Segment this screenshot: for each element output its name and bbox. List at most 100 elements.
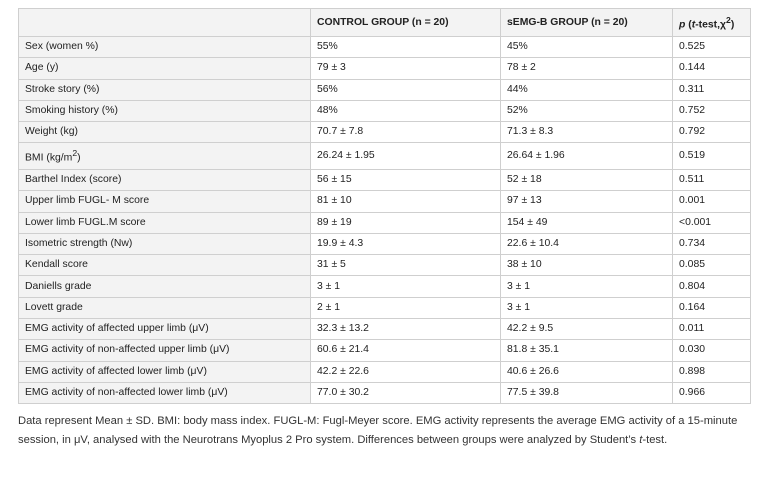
p-value: 0.966 — [672, 381, 751, 405]
p-value: 0.011 — [672, 318, 751, 341]
header-control-group: CONTROL GROUP (n = 20) — [310, 8, 501, 37]
row-label: EMG activity of non-affected upper limb … — [18, 339, 311, 362]
control-value: 55% — [310, 35, 501, 59]
control-value: 31 ± 5 — [310, 254, 501, 277]
header-p-t: t — [691, 19, 696, 31]
semg-value: 78 ± 2 — [500, 57, 673, 80]
control-value: 81 ± 10 — [310, 190, 501, 213]
table-row: Barthel Index (score) 56 ± 15 52 ± 18 0.… — [18, 168, 751, 192]
control-value: 77.0 ± 30.2 — [310, 381, 501, 405]
row-label: Kendall score — [18, 254, 311, 277]
row-label: Smoking history (%) — [18, 99, 311, 123]
header-row: CONTROL GROUP (n = 20) sEMG-B GROUP (n =… — [18, 8, 751, 37]
table-row: EMG activity of affected lower limb (μV)… — [18, 360, 751, 383]
header-semg-group: sEMG-B GROUP (n = 20) — [500, 8, 673, 37]
p-value: <0.001 — [672, 211, 751, 234]
header-blank-cell — [18, 8, 311, 37]
table-row: EMG activity of non-affected upper limb … — [18, 339, 751, 362]
control-value: 48% — [310, 99, 501, 123]
table-row: Smoking history (%) 48% 52% 0.752 — [18, 99, 751, 123]
control-value: 26.24 ± 1.95 — [310, 142, 501, 170]
table-row: Sex (women %) 55% 45% 0.525 — [18, 35, 751, 59]
header-p-close: ) — [730, 19, 735, 31]
table-row: BMI (kg/m2) 26.24 ± 1.95 26.64 ± 1.96 0.… — [18, 142, 751, 170]
control-value: 3 ± 1 — [310, 275, 501, 298]
header-p-symbol: p — [679, 19, 686, 31]
table-row: Upper limb FUGL- M score 81 ± 10 97 ± 13… — [18, 190, 751, 213]
p-value: 0.030 — [672, 339, 751, 362]
p-value: 0.001 — [672, 190, 751, 213]
row-label: Barthel Index (score) — [18, 168, 311, 192]
p-value: 0.804 — [672, 275, 751, 298]
p-value: 0.792 — [672, 121, 751, 144]
p-value: 0.085 — [672, 254, 751, 277]
row-label: EMG activity of affected lower limb (μV) — [18, 360, 311, 383]
semg-value: 38 ± 10 — [500, 254, 673, 277]
caption-end: -test. — [642, 434, 668, 446]
header-p-sup: 2 — [726, 14, 731, 25]
p-value: 0.164 — [672, 296, 751, 320]
semg-value: 44% — [500, 78, 673, 101]
table-row: Isometric strength (Nw) 19.9 ± 4.3 22.6 … — [18, 232, 751, 256]
bmi-label-sup: 2 — [72, 148, 78, 159]
semg-value: 154 ± 49 — [500, 211, 673, 234]
row-label: BMI (kg/m2) — [18, 142, 311, 170]
semg-value: 3 ± 1 — [500, 275, 673, 298]
bmi-label-close: ) — [77, 152, 81, 164]
table-row: Kendall score 31 ± 5 38 ± 10 0.085 — [18, 254, 751, 277]
semg-value: 22.6 ± 10.4 — [500, 232, 673, 256]
caption-main: Data represent Mean ± SD. BMI: body mass… — [18, 415, 738, 446]
control-value: 56% — [310, 78, 501, 101]
semg-value: 40.6 ± 26.6 — [500, 360, 673, 383]
table-row: EMG activity of non-affected lower limb … — [18, 381, 751, 405]
control-value: 89 ± 19 — [310, 211, 501, 234]
semg-value: 81.8 ± 35.1 — [500, 339, 673, 362]
row-label: Daniells grade — [18, 275, 311, 298]
caption-text: Data represent Mean ± SD. BMI: body mass… — [18, 412, 753, 450]
header-p-open: ( — [685, 19, 692, 31]
table-body: Sex (women %) 55% 45% 0.525 Age (y) 79 ±… — [18, 35, 751, 405]
semg-value: 71.3 ± 8.3 — [500, 121, 673, 144]
p-value: 0.519 — [672, 142, 751, 170]
control-value: 60.6 ± 21.4 — [310, 339, 501, 362]
p-value: 0.511 — [672, 168, 751, 192]
row-label: Upper limb FUGL- M score — [18, 190, 311, 213]
caption-t-italic: t — [639, 434, 643, 446]
semg-value: 52 ± 18 — [500, 168, 673, 192]
control-value: 56 ± 15 — [310, 168, 501, 192]
row-label: Weight (kg) — [18, 121, 311, 144]
header-p-value: p (t-test,χ2) — [672, 8, 751, 37]
control-value: 19.9 ± 4.3 — [310, 232, 501, 256]
row-label: Isometric strength (Nw) — [18, 232, 311, 256]
bmi-label-text: BMI (kg/m — [25, 152, 73, 164]
p-value: 0.311 — [672, 78, 751, 101]
header-p-tail: -test,χ — [695, 19, 726, 31]
row-label: Sex (women %) — [18, 35, 311, 59]
row-label: EMG activity of non-affected lower limb … — [18, 381, 311, 405]
control-value: 32.3 ± 13.2 — [310, 318, 501, 341]
row-label: Lovett grade — [18, 296, 311, 320]
semg-value: 45% — [500, 35, 673, 59]
p-value: 0.898 — [672, 360, 751, 383]
table-row: Daniells grade 3 ± 1 3 ± 1 0.804 — [18, 275, 751, 298]
table-caption: Data represent Mean ± SD. BMI: body mass… — [18, 412, 753, 450]
semg-value: 3 ± 1 — [500, 296, 673, 320]
table-header: CONTROL GROUP (n = 20) sEMG-B GROUP (n =… — [18, 8, 751, 37]
control-value: 79 ± 3 — [310, 57, 501, 80]
semg-value: 97 ± 13 — [500, 190, 673, 213]
table-row: Age (y) 79 ± 3 78 ± 2 0.144 — [18, 57, 751, 80]
row-label: Age (y) — [18, 57, 311, 80]
table-row: Lovett grade 2 ± 1 3 ± 1 0.164 — [18, 296, 751, 320]
control-value: 70.7 ± 7.8 — [310, 121, 501, 144]
p-value: 0.144 — [672, 57, 751, 80]
data-table: CONTROL GROUP (n = 20) sEMG-B GROUP (n =… — [18, 8, 751, 405]
semg-value: 77.5 ± 39.8 — [500, 381, 673, 405]
semg-value: 26.64 ± 1.96 — [500, 142, 673, 170]
table-row: Weight (kg) 70.7 ± 7.8 71.3 ± 8.3 0.792 — [18, 121, 751, 144]
table-row: Lower limb FUGL.M score 89 ± 19 154 ± 49… — [18, 211, 751, 234]
table-row: Stroke story (%) 56% 44% 0.311 — [18, 78, 751, 101]
semg-value: 42.2 ± 9.5 — [500, 318, 673, 341]
row-label: Lower limb FUGL.M score — [18, 211, 311, 234]
table-row: EMG activity of affected upper limb (μV)… — [18, 318, 751, 341]
